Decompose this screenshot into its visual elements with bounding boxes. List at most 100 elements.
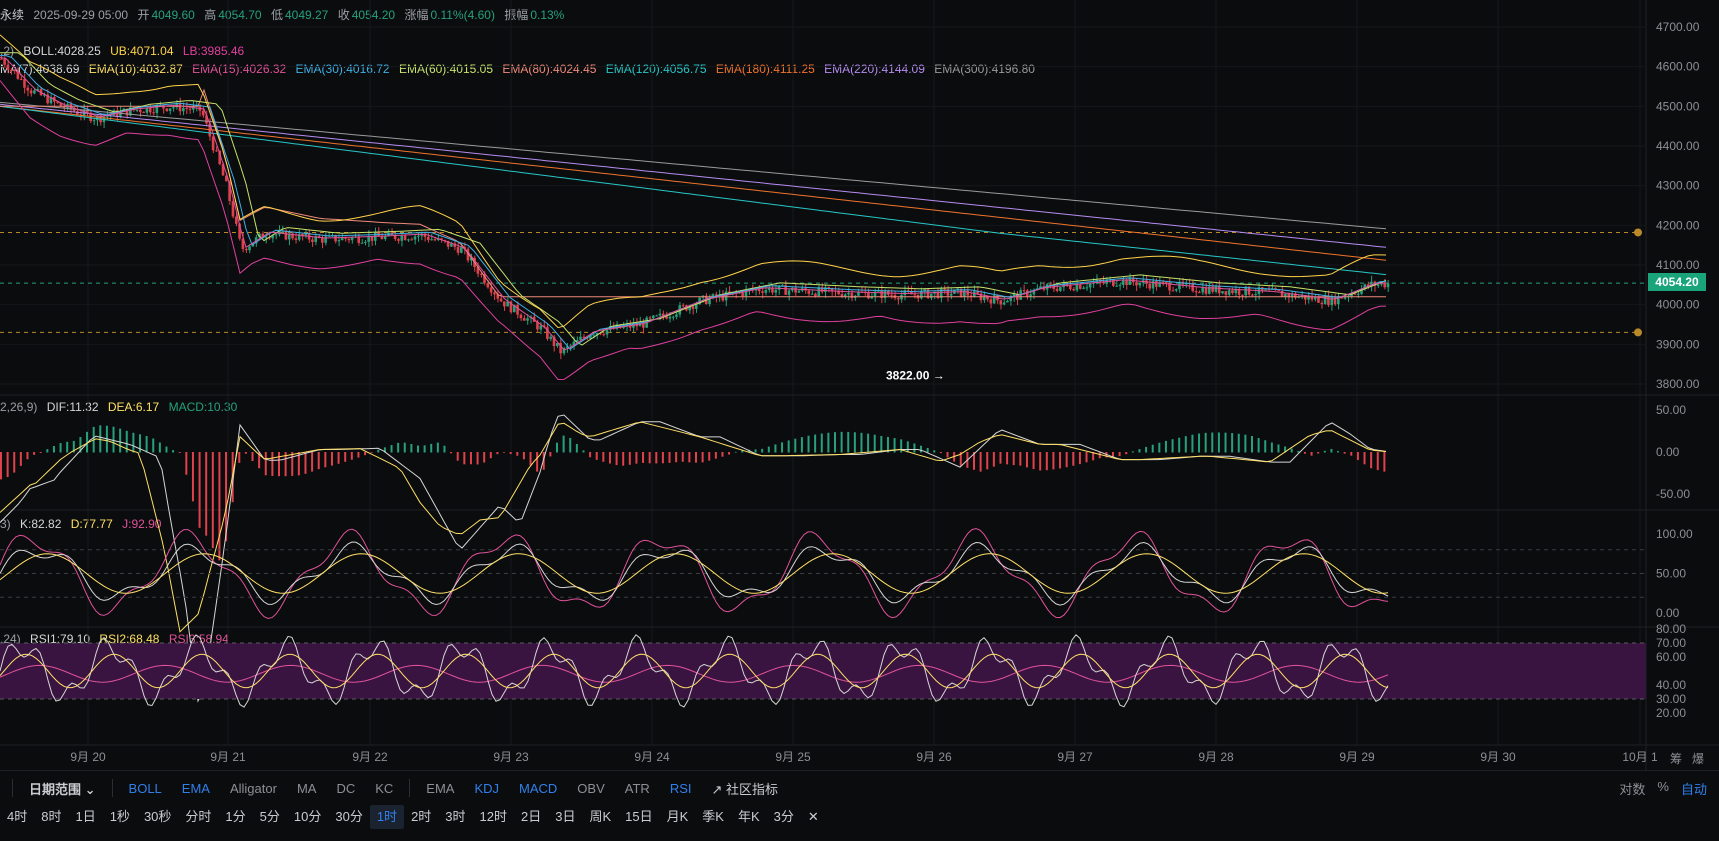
timeframe-button[interactable]: 月K <box>666 809 689 824</box>
macd-histogram-bar <box>840 431 843 453</box>
candle-body <box>642 322 645 328</box>
macd-histogram-bar <box>999 452 1002 464</box>
macd-histogram-bar <box>834 432 836 453</box>
timeframe-button[interactable]: 12时 <box>479 809 507 824</box>
log-scale-toggle[interactable]: 对数 <box>1619 782 1646 797</box>
macd-histogram-bar <box>754 449 757 453</box>
timeframe-button[interactable]: 5分 <box>259 809 280 824</box>
macd-histogram-bar <box>39 452 42 453</box>
candle-body <box>807 290 811 294</box>
timeframe-button[interactable]: 季K <box>702 809 724 824</box>
candle-body <box>814 293 817 297</box>
macd-histogram-bar <box>1231 433 1234 453</box>
macd-histogram-bar <box>403 442 406 453</box>
candle-body <box>1323 296 1327 305</box>
sub-indicator-obv[interactable]: OBV <box>577 780 605 796</box>
indicator-dc[interactable]: DC <box>336 780 356 796</box>
candle-body <box>559 343 562 354</box>
candle-body <box>1131 277 1135 283</box>
auto-scale-toggle[interactable]: 自动 <box>1680 782 1707 797</box>
indicator-boll[interactable]: BOLL <box>128 780 162 796</box>
axis-corner-b[interactable]: 爆 <box>1692 752 1705 766</box>
timeframe-button[interactable]: 10分 <box>293 809 322 824</box>
rsi-prefix: ,24) <box>0 632 21 646</box>
date-range-button[interactable]: 日期范围 ⌄ <box>19 779 106 798</box>
candle-body <box>13 70 16 72</box>
macd-histogram-bar <box>787 440 790 453</box>
macd-histogram-bar <box>317 452 320 470</box>
sub-indicator-kdj[interactable]: KDJ <box>474 780 500 796</box>
close-icon[interactable]: ✕ <box>807 809 819 824</box>
timeframe-button[interactable]: 30分 <box>335 809 363 824</box>
indicator-toolbar: 日期范围 ⌄ BOLL EMA Alligator MA DC KC EMA K… <box>0 770 1719 805</box>
candle-body <box>271 235 274 239</box>
macd-histogram-bar <box>251 452 254 462</box>
candle-body <box>757 289 761 292</box>
candle-body <box>172 107 175 109</box>
low-label: 低 <box>270 8 283 22</box>
timeframe-button[interactable]: 1分 <box>225 809 246 824</box>
candle-body <box>556 343 559 347</box>
candle-body <box>999 300 1003 305</box>
candle-body <box>956 288 960 290</box>
timeframe-button[interactable]: 2日 <box>521 809 542 824</box>
macd-histogram-bar <box>1303 452 1306 454</box>
macd-histogram-bar <box>291 452 294 476</box>
sub-indicator-ema[interactable]: EMA <box>426 780 455 796</box>
timeframe-button[interactable]: 2时 <box>411 809 432 824</box>
macd-histogram-bar <box>728 452 731 455</box>
timeframe-button[interactable]: 3分 <box>773 809 794 824</box>
timeframe-button[interactable]: 15日 <box>625 809 653 824</box>
timeframe-button[interactable]: 3日 <box>555 809 576 824</box>
candle-body <box>575 339 579 342</box>
candle-body <box>1343 296 1347 299</box>
candle-body <box>552 336 556 347</box>
macd-histogram-bar <box>1310 452 1313 456</box>
candle-body <box>794 287 797 293</box>
candle-body <box>314 236 318 242</box>
macd-histogram-bar <box>1178 437 1181 453</box>
indicator-ma[interactable]: MA <box>296 780 317 796</box>
timeframe-button[interactable]: 1秒 <box>109 809 130 824</box>
macd-histogram-bar <box>992 452 995 467</box>
macd-histogram-bar <box>946 452 949 458</box>
percent-scale-toggle[interactable]: % <box>1657 779 1669 794</box>
axis-corner-a[interactable]: 筹 <box>1670 752 1683 766</box>
timeframe-button[interactable]: 年K <box>737 809 760 824</box>
candle-body <box>721 294 725 301</box>
candle-body <box>1062 283 1065 288</box>
macd-histogram-bar <box>781 442 784 453</box>
indicator-kc[interactable]: KC <box>375 780 394 796</box>
timeframe-button[interactable]: 3时 <box>445 809 466 824</box>
candle-body <box>360 242 364 244</box>
candle-body <box>6 64 10 70</box>
candle-body <box>903 290 907 295</box>
sub-indicator-macd[interactable]: MACD <box>519 780 558 796</box>
timeframe-button[interactable]: 1日 <box>75 809 96 824</box>
indicator-ema[interactable]: EMA <box>181 780 210 796</box>
price-chart[interactable]: 4700.00 4600.00 4500.00 4400.00 4300.00 4200.… <box>0 0 1719 770</box>
candle-body <box>1204 287 1208 294</box>
macd-histogram-bar <box>668 452 671 463</box>
timeframe-button[interactable]: 30秒 <box>143 809 172 824</box>
timeframe-button[interactable]: 周K <box>589 809 612 824</box>
macd-histogram-bar <box>542 452 545 470</box>
indicator-alligator[interactable]: Alligator <box>229 780 277 796</box>
timeframe-button[interactable]: 8时 <box>41 809 62 824</box>
candle-body <box>92 120 96 122</box>
sub-indicator-rsi[interactable]: RSI <box>669 780 692 796</box>
candle-body <box>681 305 685 307</box>
candle-body <box>324 236 327 243</box>
timeframe-button[interactable]: 1时 <box>369 805 405 829</box>
sub-indicator-atr[interactable]: ATR <box>624 780 650 796</box>
macd-histogram-bar <box>893 438 896 453</box>
macd-histogram-bar <box>1343 452 1346 454</box>
candle-body <box>1277 290 1281 292</box>
candle-body <box>546 327 549 339</box>
timeframe-button[interactable]: 4时 <box>7 809 28 824</box>
price-axis-label: 4300.00 <box>1656 179 1700 193</box>
candle-body <box>1320 302 1324 305</box>
community-indicators-button[interactable]: ↗ 社区指标 <box>701 779 788 798</box>
candle-body <box>651 315 655 319</box>
timeframe-button[interactable]: 分时 <box>185 809 212 824</box>
